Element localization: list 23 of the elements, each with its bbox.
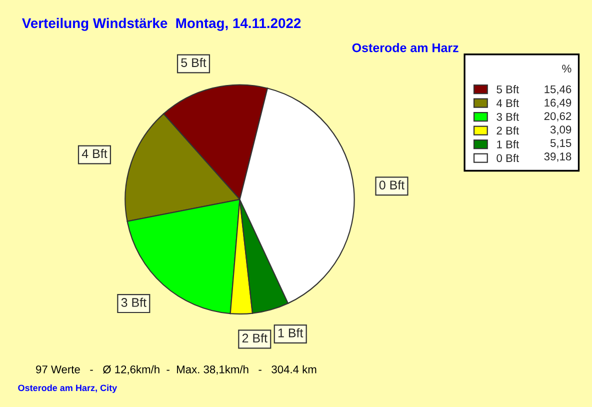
legend-label: 2 Bft [496, 126, 520, 135]
chart-title: Verteilung Windstärke Montag, 14.11.2022 [22, 18, 301, 31]
legend-label: 5 Bft [496, 85, 520, 94]
legend-label: 4 Bft [496, 98, 520, 108]
slice-label: 1 Bft [278, 328, 304, 338]
slice-label: 0 Bft [379, 180, 405, 190]
slice-label: 4 Bft [82, 148, 108, 158]
slice-label: 3 Bft [121, 298, 146, 307]
slice-label: 2 Bft [242, 333, 268, 343]
legend-title: % [562, 64, 572, 73]
legend-label: 1 Bft [497, 140, 520, 148]
data-label: 5,15 [550, 139, 572, 148]
data-label: 39,18 [544, 152, 572, 162]
legend-label: 0 Bft [496, 154, 520, 162]
legend-label: 3 Bft [496, 112, 520, 121]
slice-label: 5 Bft [181, 58, 206, 68]
data-label: 20,62 [544, 112, 572, 122]
text: Osterode am Harz, City [18, 384, 118, 393]
data-label: 15,46 [544, 85, 572, 95]
chart-subtitle: Osterode am Harz [352, 43, 458, 52]
data-label: 3,09 [550, 126, 572, 135]
data-label: 16,49 [544, 98, 572, 108]
text: 97 Werte - Ø 12,6km/h - Max. 38,1km/h - 304.4 km [36, 365, 316, 375]
